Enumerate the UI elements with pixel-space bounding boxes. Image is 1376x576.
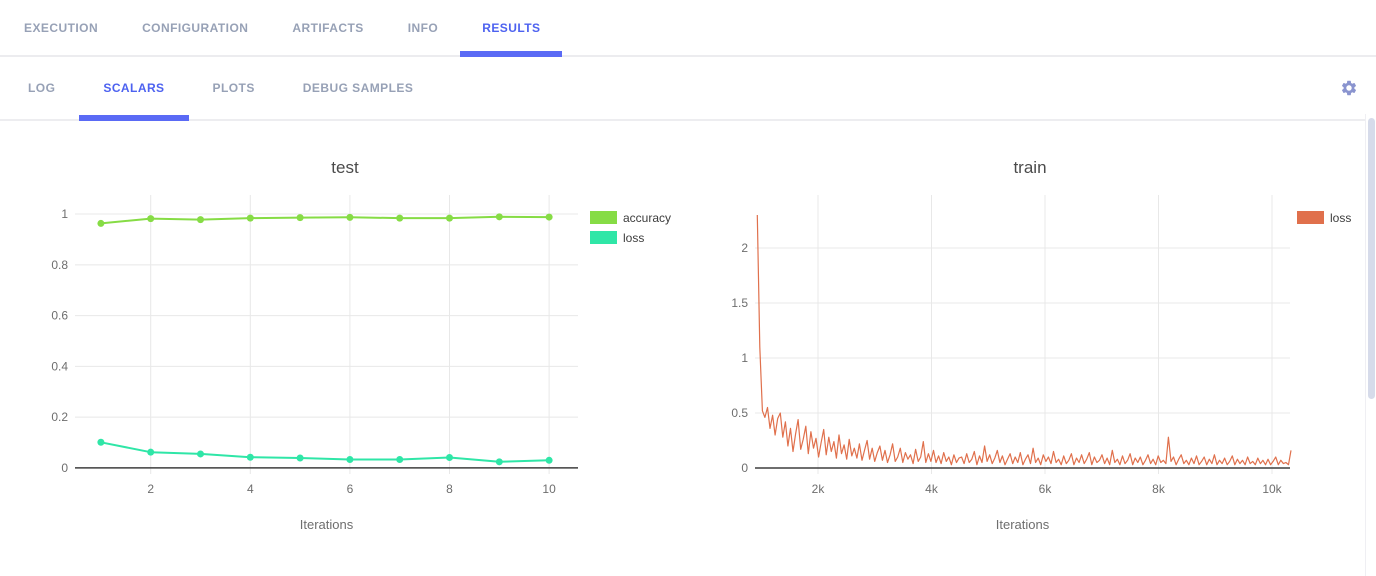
- data-point: [147, 448, 155, 456]
- data-point: [97, 438, 105, 446]
- legend-label: loss: [1330, 211, 1351, 225]
- y-tick-label: 0.4: [51, 359, 68, 373]
- gear-icon: [1340, 79, 1358, 97]
- data-point: [396, 456, 404, 464]
- x-tick-label: 4k: [925, 482, 939, 496]
- legend-item-loss[interactable]: loss: [1297, 211, 1351, 225]
- scalars-panel: 2 4 6 8 10 0 0.2 0.4 0.6 0.8 1 test Iterations accura…: [0, 121, 1376, 576]
- legend-swatch: [1297, 211, 1324, 224]
- subtab-debug-samples[interactable]: DEBUG SAMPLES: [302, 81, 414, 95]
- data-point: [495, 458, 503, 466]
- y-tick-label: 1.5: [731, 296, 748, 310]
- data-point: [545, 213, 553, 221]
- x-tick-label: 8k: [1152, 482, 1166, 496]
- series-line-loss: [756, 214, 1292, 466]
- x-tick-label: 2k: [812, 482, 826, 496]
- chart-title: train: [1013, 158, 1046, 177]
- subtab-log[interactable]: LOG: [28, 81, 56, 95]
- data-point: [147, 215, 155, 223]
- chart-title: test: [331, 158, 359, 177]
- data-point: [396, 214, 404, 222]
- tab-configuration[interactable]: CONFIGURATION: [142, 20, 249, 35]
- x-tick-label: 6: [347, 482, 354, 496]
- data-point: [296, 454, 304, 462]
- x-tick-label: 10k: [1262, 482, 1282, 496]
- scrollbar-thumb[interactable]: [1368, 118, 1375, 399]
- y-tick-label: 0.2: [51, 410, 68, 424]
- train-chart[interactable]: 2k 4k 6k 8k 10k 0 0.5 1 1.5 2 train Iterations loss: [700, 140, 1376, 557]
- data-point: [545, 456, 553, 464]
- data-point: [97, 219, 105, 227]
- settings-button[interactable]: [1340, 79, 1358, 97]
- data-point: [446, 453, 454, 461]
- series-line-accuracy: [100, 215, 550, 225]
- y-tick-label: 0.8: [51, 258, 68, 272]
- x-tick-label: 8: [446, 482, 453, 496]
- data-point: [495, 213, 503, 221]
- y-tick-label: 0: [61, 461, 68, 475]
- main-tab-bar: EXECUTION CONFIGURATION ARTIFACTS INFO R…: [0, 0, 1376, 57]
- legend-swatch: [590, 211, 617, 224]
- legend-item-accuracy[interactable]: accuracy: [590, 211, 671, 225]
- y-tick-label: 1: [741, 351, 748, 365]
- y-tick-label: 1: [61, 207, 68, 221]
- data-point: [346, 456, 354, 464]
- x-tick-label: 10: [542, 482, 556, 496]
- legend-label: loss: [623, 231, 644, 245]
- y-tick-label: 0.6: [51, 309, 68, 323]
- subtab-scalars[interactable]: SCALARS: [79, 57, 189, 121]
- data-point: [446, 214, 454, 222]
- y-tick-label: 0.5: [731, 406, 748, 420]
- legend-swatch: [590, 231, 617, 244]
- vertical-scrollbar[interactable]: [1365, 114, 1376, 576]
- data-point: [246, 214, 254, 222]
- series-line-loss: [100, 441, 550, 463]
- y-tick-label: 0: [741, 461, 748, 475]
- results-subtab-bar: LOG SCALARS PLOTS DEBUG SAMPLES: [0, 57, 1376, 121]
- x-tick-label: 6k: [1039, 482, 1053, 496]
- data-point: [197, 450, 205, 458]
- subtab-plots[interactable]: PLOTS: [212, 81, 255, 95]
- legend-item-loss[interactable]: loss: [590, 231, 644, 245]
- tab-execution[interactable]: EXECUTION: [24, 20, 99, 35]
- data-point: [246, 453, 254, 461]
- test-chart[interactable]: 2 4 6 8 10 0 0.2 0.4 0.6 0.8 1 test Iterations accura…: [20, 140, 672, 557]
- tab-info[interactable]: INFO: [407, 20, 439, 35]
- x-tick-label: 2: [147, 482, 154, 496]
- y-tick-label: 2: [741, 241, 748, 255]
- x-axis-label: Iterations: [300, 517, 354, 532]
- x-tick-label: 4: [247, 482, 254, 496]
- data-point: [346, 213, 354, 221]
- data-point: [296, 214, 304, 222]
- tab-results[interactable]: RESULTS: [460, 0, 563, 57]
- legend-label: accuracy: [623, 211, 671, 225]
- tab-artifacts[interactable]: ARTIFACTS: [292, 20, 364, 35]
- x-axis-label: Iterations: [996, 517, 1050, 532]
- data-point: [197, 216, 205, 224]
